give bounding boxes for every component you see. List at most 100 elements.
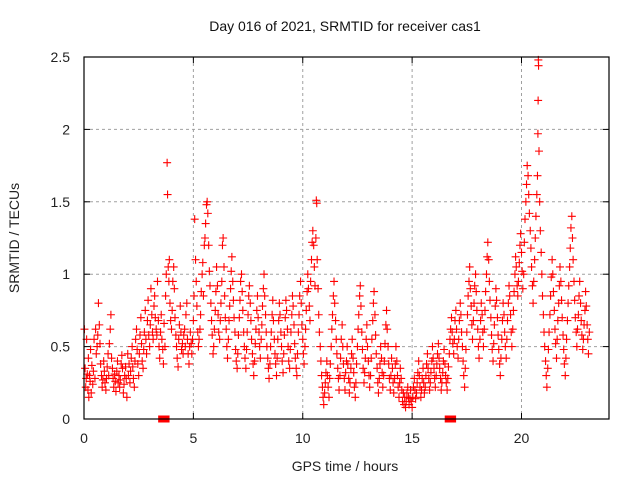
data-point [170,284,179,293]
data-point [329,291,338,300]
data-point [531,212,540,221]
data-point [353,342,362,351]
data-point [94,299,103,308]
data-point [141,335,150,344]
data-point [515,241,524,250]
data-point [577,316,586,325]
data-point [365,383,374,392]
data-point [509,306,518,315]
data-point [356,281,365,290]
data-point [128,342,137,351]
data-point [160,342,169,351]
data-point [227,252,236,261]
data-point [476,316,485,325]
data-point [192,302,201,311]
data-point [136,313,145,322]
data-point [448,339,457,348]
data-point [254,313,263,322]
data-point [490,320,499,329]
data-point [514,277,523,286]
y-tick-label: 0.5 [51,339,71,355]
data-point [247,335,256,344]
data-point [505,291,514,300]
data-point [298,335,307,344]
y-tick-label: 1 [62,266,70,282]
data-point [459,357,468,366]
x-axis-ticks: 0 5 10 15 20 [80,57,529,446]
data-point [156,328,165,337]
data-point [310,262,319,271]
data-point [255,342,264,351]
data-points [80,55,594,423]
data-point [387,354,396,363]
data-point [231,345,240,354]
data-point [276,310,284,319]
data-point [452,325,461,334]
data-point [455,316,464,325]
data-point [286,345,295,354]
data-point [111,387,120,396]
data-point [557,296,566,305]
data-point [246,316,255,325]
data-point [166,316,175,325]
data-point [368,316,377,325]
data-point [478,310,487,319]
data-point [209,349,218,358]
data-point [349,368,358,377]
data-point [149,335,158,344]
data-point [133,359,142,368]
data-point [90,374,99,383]
data-point [287,310,296,319]
data-point [138,357,147,366]
data-point [338,320,347,329]
x-tick-label: 15 [404,430,420,446]
data-point [311,234,320,242]
data-point [249,371,258,380]
data-point [564,299,573,308]
data-point [264,364,273,373]
data-point [345,388,354,397]
data-point [286,328,295,337]
data-point [168,277,177,286]
data-point [195,335,204,344]
data-point [416,393,425,402]
data-point [383,325,392,334]
data-point [324,383,333,392]
data-point [101,386,110,395]
data-point [214,328,223,337]
data-point [86,345,95,354]
data-point [131,335,140,344]
data-point [563,316,572,325]
data-point [225,316,234,325]
data-point [210,325,219,334]
data-point [160,319,169,328]
y-axis-ticks: 0 0.5 1 1.5 2 2.5 [51,49,609,427]
data-point [389,388,398,397]
data-point [380,357,389,366]
data-point [522,180,531,189]
data-point [423,349,432,358]
data-point [209,342,218,351]
data-point [371,331,380,340]
data-point [585,328,594,337]
data-point [137,339,146,348]
data-point [217,277,226,286]
data-point [84,354,93,363]
data-point [105,339,114,348]
data-point [513,281,522,290]
data-point [440,345,449,354]
data-point [432,359,441,368]
data-point [489,339,498,348]
data-point [141,306,150,315]
data-point [100,367,109,376]
data-point [491,284,500,293]
data-point [297,320,306,329]
data-point [442,378,451,387]
data-point [266,342,275,351]
data-point [454,335,463,344]
data-point [517,248,526,257]
data-point [408,403,417,412]
data-point [495,359,504,368]
data-point [379,371,388,380]
data-point [225,302,234,311]
